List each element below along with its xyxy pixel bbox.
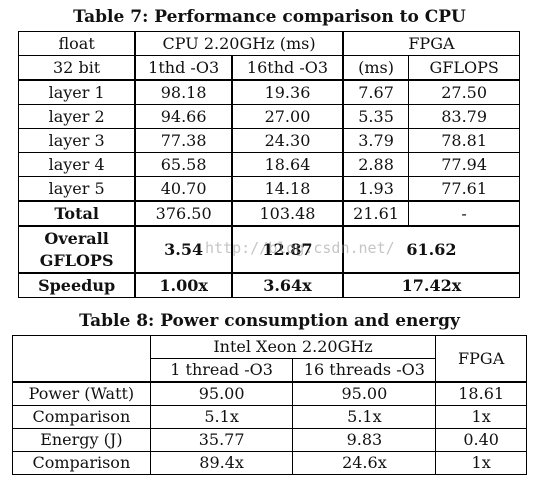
cell-16thd: 18.64 xyxy=(231,152,344,177)
cell-16thd: 27.00 xyxy=(231,104,344,129)
cell-ms: 5.35 xyxy=(341,104,410,129)
total-gflops: - xyxy=(408,200,520,227)
cell-1thd: 98.18 xyxy=(134,79,233,105)
cell-ms: 7.67 xyxy=(341,79,410,105)
total-16thd: 103.48 xyxy=(231,200,344,227)
row-label: layer 2 xyxy=(18,104,136,129)
table-row: Energy (J) 35.77 9.83 0.40 xyxy=(12,428,527,452)
row-label: Energy (J) xyxy=(12,428,151,452)
overall-16thd: 12.87 xyxy=(231,225,344,274)
total-label: Total xyxy=(18,200,136,227)
cell-16thd: 24.30 xyxy=(231,128,344,153)
total-ms: 21.61 xyxy=(341,200,410,227)
cell-16thd: 14.18 xyxy=(231,176,344,202)
speedup-16thd: 3.64x xyxy=(231,272,344,298)
overall-row: Overall GFLOPS 3.54 12.87 61.62 xyxy=(18,225,520,274)
total-1thd: 376.50 xyxy=(134,200,233,227)
header-cpu: CPU 2.20GHz (ms) xyxy=(134,31,344,56)
cell-1thread: 89.4x xyxy=(149,451,294,475)
cell-1thread: 5.1x xyxy=(149,405,294,429)
cell-gflops: 77.61 xyxy=(408,176,520,202)
row-label: Comparison xyxy=(12,405,151,429)
table-row: layer 3 77.38 24.30 3.79 78.81 xyxy=(18,128,520,153)
cell-1thd: 65.58 xyxy=(134,152,233,177)
header-1thread: 1 thread -O3 xyxy=(149,358,294,383)
cell-fpga: 1x xyxy=(435,451,527,475)
cell-16threads: 9.83 xyxy=(292,428,437,452)
speedup-label: Speedup xyxy=(18,272,136,298)
speedup-1thd: 1.00x xyxy=(134,272,233,298)
cell-16threads: 5.1x xyxy=(292,405,437,429)
cell-1thd: 77.38 xyxy=(134,128,233,153)
table-row: Comparison 89.4x 24.6x 1x xyxy=(12,451,527,475)
table-7-caption: Table 7: Performance comparison to CPU xyxy=(73,7,466,27)
performance-table: float CPU 2.20GHz (ms) FPGA 32 bit 1thd … xyxy=(18,31,520,298)
header-fpga: FPGA xyxy=(435,335,527,383)
table-row: Power (Watt) 95.00 95.00 18.61 xyxy=(12,381,527,406)
cell-ms: 3.79 xyxy=(341,128,410,153)
speedup-row: Speedup 1.00x 3.64x 17.42x xyxy=(18,272,520,298)
power-table: Intel Xeon 2.20GHz FPGA 1 thread -O3 16 … xyxy=(12,335,527,475)
cell-16threads: 24.6x xyxy=(292,451,437,475)
row-label: layer 5 xyxy=(18,176,136,202)
row-label: Comparison xyxy=(12,451,151,475)
cell-gflops: 78.81 xyxy=(408,128,520,153)
cell-gflops: 83.79 xyxy=(408,104,520,129)
cell-fpga: 1x xyxy=(435,405,527,429)
cell-1thread: 95.00 xyxy=(149,381,294,406)
total-row: Total 376.50 103.48 21.61 - xyxy=(18,200,520,227)
header-16threads: 16 threads -O3 xyxy=(292,358,437,383)
header-bits: 32 bit xyxy=(18,55,136,81)
header-16thd: 16thd -O3 xyxy=(231,55,344,81)
speedup-fpga: 17.42x xyxy=(341,272,520,298)
cell-ms: 2.88 xyxy=(341,152,410,177)
row-label: layer 1 xyxy=(18,79,136,105)
table-row: Comparison 5.1x 5.1x 1x xyxy=(12,405,527,429)
overall-fpga: 61.62 xyxy=(341,225,520,274)
header-1thd: 1thd -O3 xyxy=(134,55,233,81)
table-row: layer 4 65.58 18.64 2.88 77.94 xyxy=(18,152,520,177)
cell-1thread: 35.77 xyxy=(149,428,294,452)
overall-1thd: 3.54 xyxy=(134,225,233,274)
table-row: layer 5 40.70 14.18 1.93 77.61 xyxy=(18,176,520,202)
cell-fpga: 18.61 xyxy=(435,381,527,406)
cell-gflops: 77.94 xyxy=(408,152,520,177)
cell-16threads: 95.00 xyxy=(292,381,437,406)
cell-gflops: 27.50 xyxy=(408,79,520,105)
header-fpga: FPGA xyxy=(341,31,520,56)
cell-16thd: 19.36 xyxy=(231,79,344,105)
row-label: layer 3 xyxy=(18,128,136,153)
cell-fpga: 0.40 xyxy=(435,428,527,452)
header-cpu: Intel Xeon 2.20GHz xyxy=(149,335,437,359)
row-label: Power (Watt) xyxy=(12,381,151,406)
table-8-caption: Table 8: Power consumption and energy xyxy=(79,311,460,331)
overall-label: Overall GFLOPS xyxy=(18,225,136,274)
header-float: float xyxy=(18,31,136,56)
table-row: layer 2 94.66 27.00 5.35 83.79 xyxy=(18,104,520,129)
cell-ms: 1.93 xyxy=(341,176,410,202)
cell-1thd: 94.66 xyxy=(134,104,233,129)
table-row: layer 1 98.18 19.36 7.67 27.50 xyxy=(18,79,520,105)
row-label: layer 4 xyxy=(18,152,136,177)
header-ms: (ms) xyxy=(341,55,410,81)
header-empty xyxy=(12,335,151,383)
header-gflops: GFLOPS xyxy=(408,55,520,81)
cell-1thd: 40.70 xyxy=(134,176,233,202)
